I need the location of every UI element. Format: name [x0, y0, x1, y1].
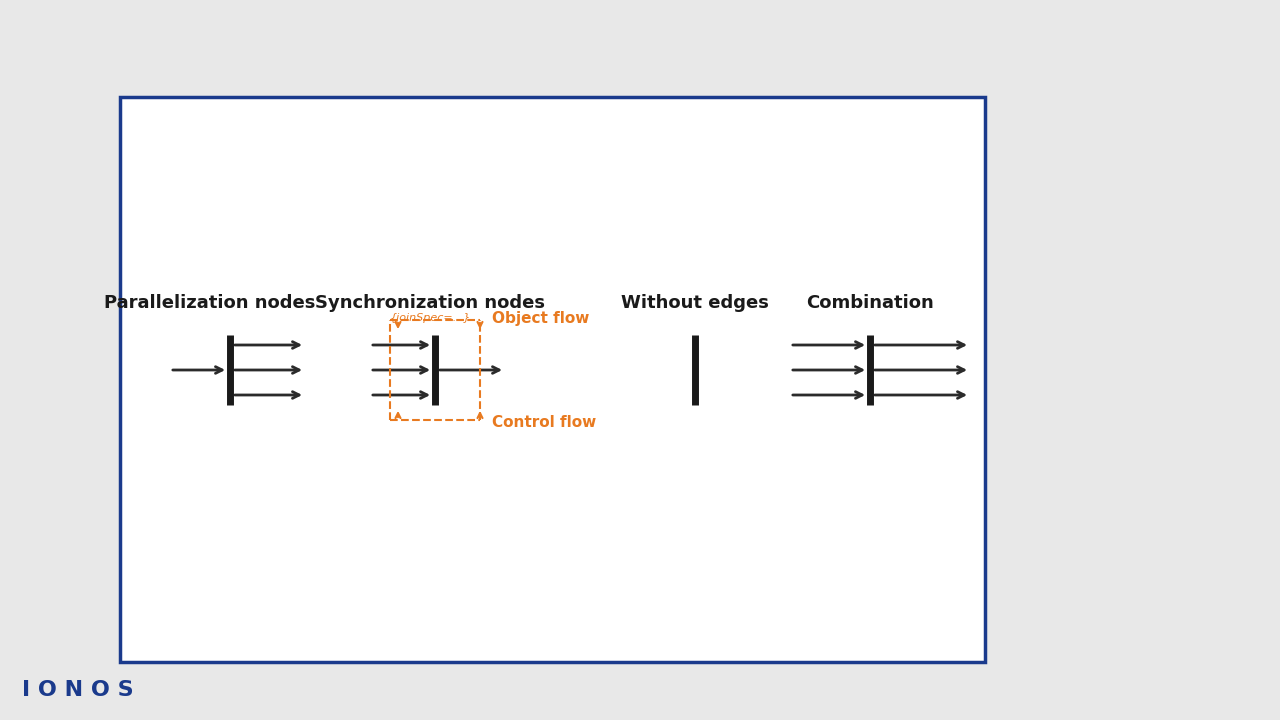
Text: Object flow: Object flow — [492, 310, 589, 325]
Text: I O N O S: I O N O S — [22, 680, 133, 700]
Bar — [120, 97, 986, 662]
Text: Control flow: Control flow — [492, 415, 596, 430]
Text: {joinSpec=...}: {joinSpec=...} — [389, 313, 471, 323]
Text: Without edges: Without edges — [621, 294, 769, 312]
Text: Parallelization nodes: Parallelization nodes — [104, 294, 316, 312]
Text: Synchronization nodes: Synchronization nodes — [315, 294, 545, 312]
Text: Combination: Combination — [806, 294, 934, 312]
